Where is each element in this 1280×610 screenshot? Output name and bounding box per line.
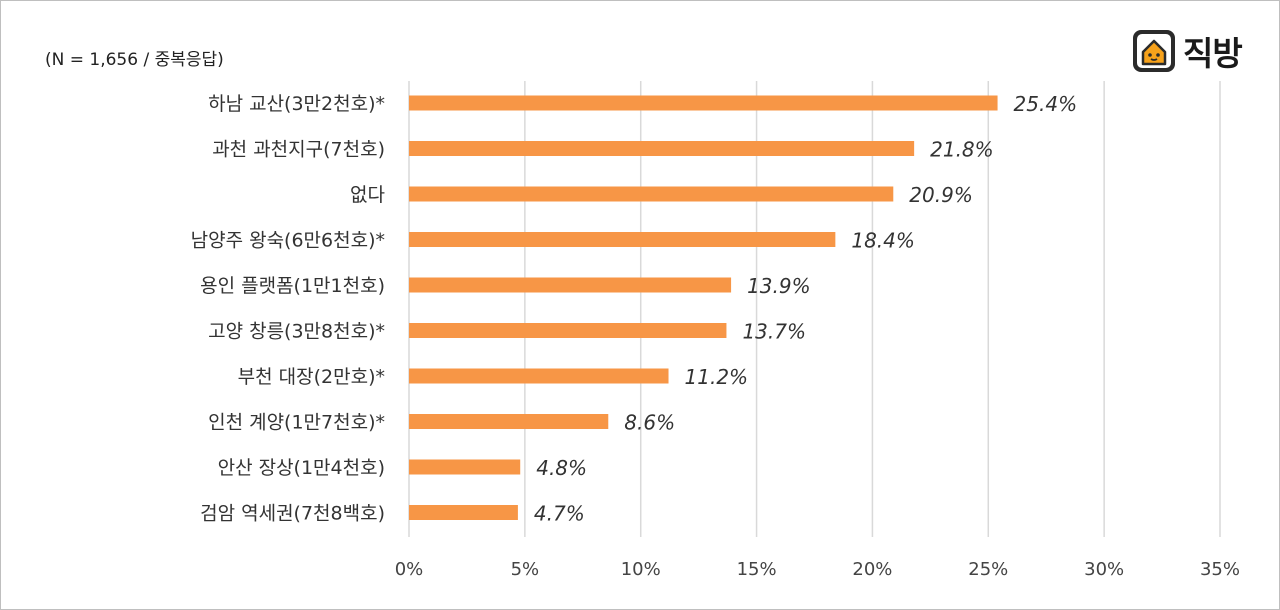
brand-logo: 직방 [1131, 27, 1243, 75]
data-label: 13.7% [742, 320, 806, 344]
bar [409, 141, 915, 156]
bar [409, 505, 518, 520]
x-tick-label: 25% [968, 559, 1008, 580]
value-labels: 25.4% 21.8% 20.9% 18.4% 13.9% 13.7% 11.2% 8.6% 4… [534, 92, 1077, 526]
category-label: 안산 장상(1만4천호) [218, 457, 385, 479]
x-tick-label: 10% [621, 559, 661, 580]
bar [409, 323, 727, 338]
data-label: 18.4% [851, 229, 915, 253]
data-label: 13.9% [747, 274, 811, 298]
x-tick-label: 0% [395, 559, 424, 580]
logo-text: 직방 [1183, 34, 1243, 73]
bar [409, 459, 521, 475]
x-tick-label: 30% [1084, 559, 1124, 580]
house-logo-icon [1133, 30, 1175, 72]
x-tick-labels: 0% 5% 10% 15% 20% 25% 30% 35% [395, 559, 1240, 580]
x-tick-label: 35% [1200, 559, 1240, 580]
data-label: 21.8% [930, 138, 994, 162]
category-label: 과천 과천지구(7천호) [212, 139, 385, 161]
bar [409, 414, 609, 429]
bar [409, 277, 732, 293]
data-label: 4.8% [536, 456, 587, 480]
data-label: 4.7% [534, 502, 585, 526]
category-label: 남양주 왕숙(6만6천호)* [191, 230, 385, 252]
bar [409, 232, 836, 247]
category-label: 검암 역세권(7천8백호) [200, 503, 385, 525]
gridlines [408, 81, 1221, 537]
x-tick-label: 15% [737, 559, 777, 580]
x-tick-label: 5% [511, 559, 540, 580]
bars [409, 95, 998, 520]
bar [409, 95, 998, 111]
category-label: 부천 대장(2만호)* [238, 366, 385, 388]
sample-note: (N = 1,656 / 중복응답) [45, 50, 224, 70]
category-label: 없다 [350, 184, 385, 206]
data-label: 11.2% [685, 365, 749, 389]
data-label: 8.6% [624, 411, 675, 435]
x-tick-label: 20% [852, 559, 892, 580]
bar [409, 368, 669, 384]
data-label: 25.4% [1014, 92, 1078, 116]
bar [409, 186, 894, 202]
data-label: 20.9% [909, 183, 973, 207]
category-label: 인천 계양(1만7천호)* [208, 412, 385, 434]
category-label: 용인 플랫폼(1만1천호) [200, 275, 385, 297]
category-label: 고양 창릉(3만8천호)* [208, 321, 385, 343]
category-label: 하남 교산(3만2천호)* [208, 93, 385, 115]
